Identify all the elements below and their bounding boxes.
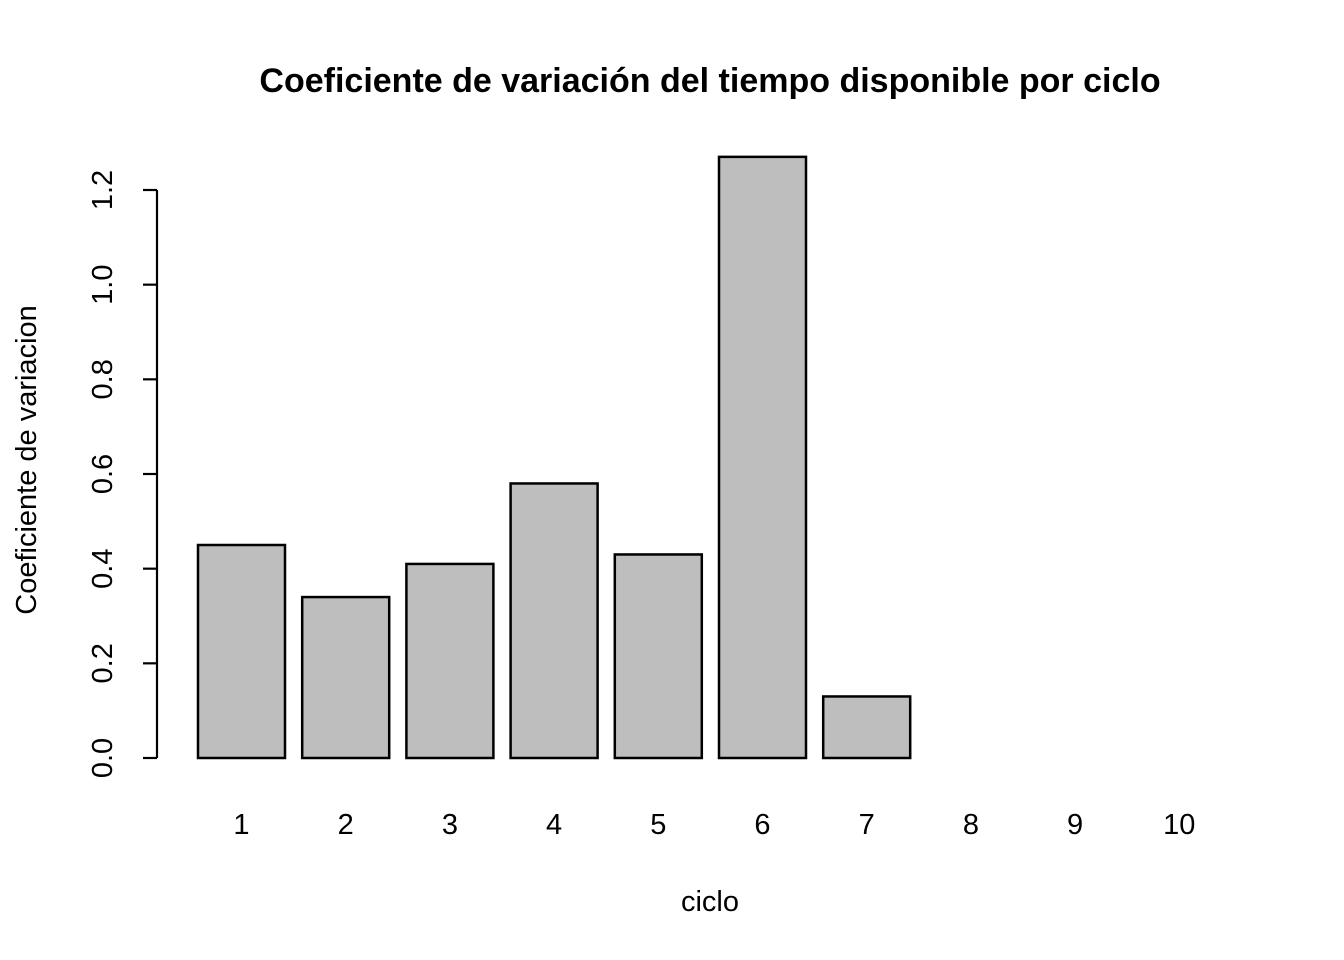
y-tick-label: 0.6: [87, 454, 119, 494]
x-axis-tick-labels: 1 2 3 4 5 6 7 8 9 10: [233, 809, 1195, 841]
chart-title: Coeficiente de variación del tiempo disp…: [259, 62, 1160, 100]
y-axis-label: Coeficiente de variacion: [11, 305, 43, 615]
bar-ciclo-4: [509, 482, 599, 760]
bar-ciclo-2: [300, 595, 391, 760]
x-tick-label: 2: [338, 809, 354, 841]
bar-ciclo-5: [613, 553, 704, 760]
x-tick-label: 6: [754, 809, 770, 841]
y-tick-label: 0.0: [87, 738, 119, 778]
x-tick-label: 4: [546, 809, 562, 841]
y-tick-label: 0.2: [87, 643, 119, 683]
x-tick-label: 8: [963, 809, 979, 841]
x-tick-label: 10: [1163, 809, 1195, 841]
bars-group: [196, 155, 912, 760]
y-axis-ticks: 0.0 0.2 0.4 0.6 0.8 1.0 1.2: [87, 170, 157, 778]
y-tick-label: 1.0: [87, 265, 119, 305]
bar-ciclo-6: [717, 155, 808, 760]
x-axis-label: ciclo: [681, 886, 739, 918]
bar-ciclo-3: [405, 562, 495, 760]
x-tick-label: 7: [859, 809, 875, 841]
y-tick-label: 0.8: [87, 359, 119, 399]
y-tick-label: 1.2: [87, 170, 119, 210]
y-tick-label: 0.4: [87, 549, 119, 589]
bar-ciclo-1: [196, 543, 287, 760]
x-tick-label: 9: [1067, 809, 1083, 841]
x-tick-label: 5: [650, 809, 666, 841]
x-tick-label: 3: [442, 809, 458, 841]
x-tick-label: 1: [233, 809, 249, 841]
bar-ciclo-7: [821, 695, 912, 760]
